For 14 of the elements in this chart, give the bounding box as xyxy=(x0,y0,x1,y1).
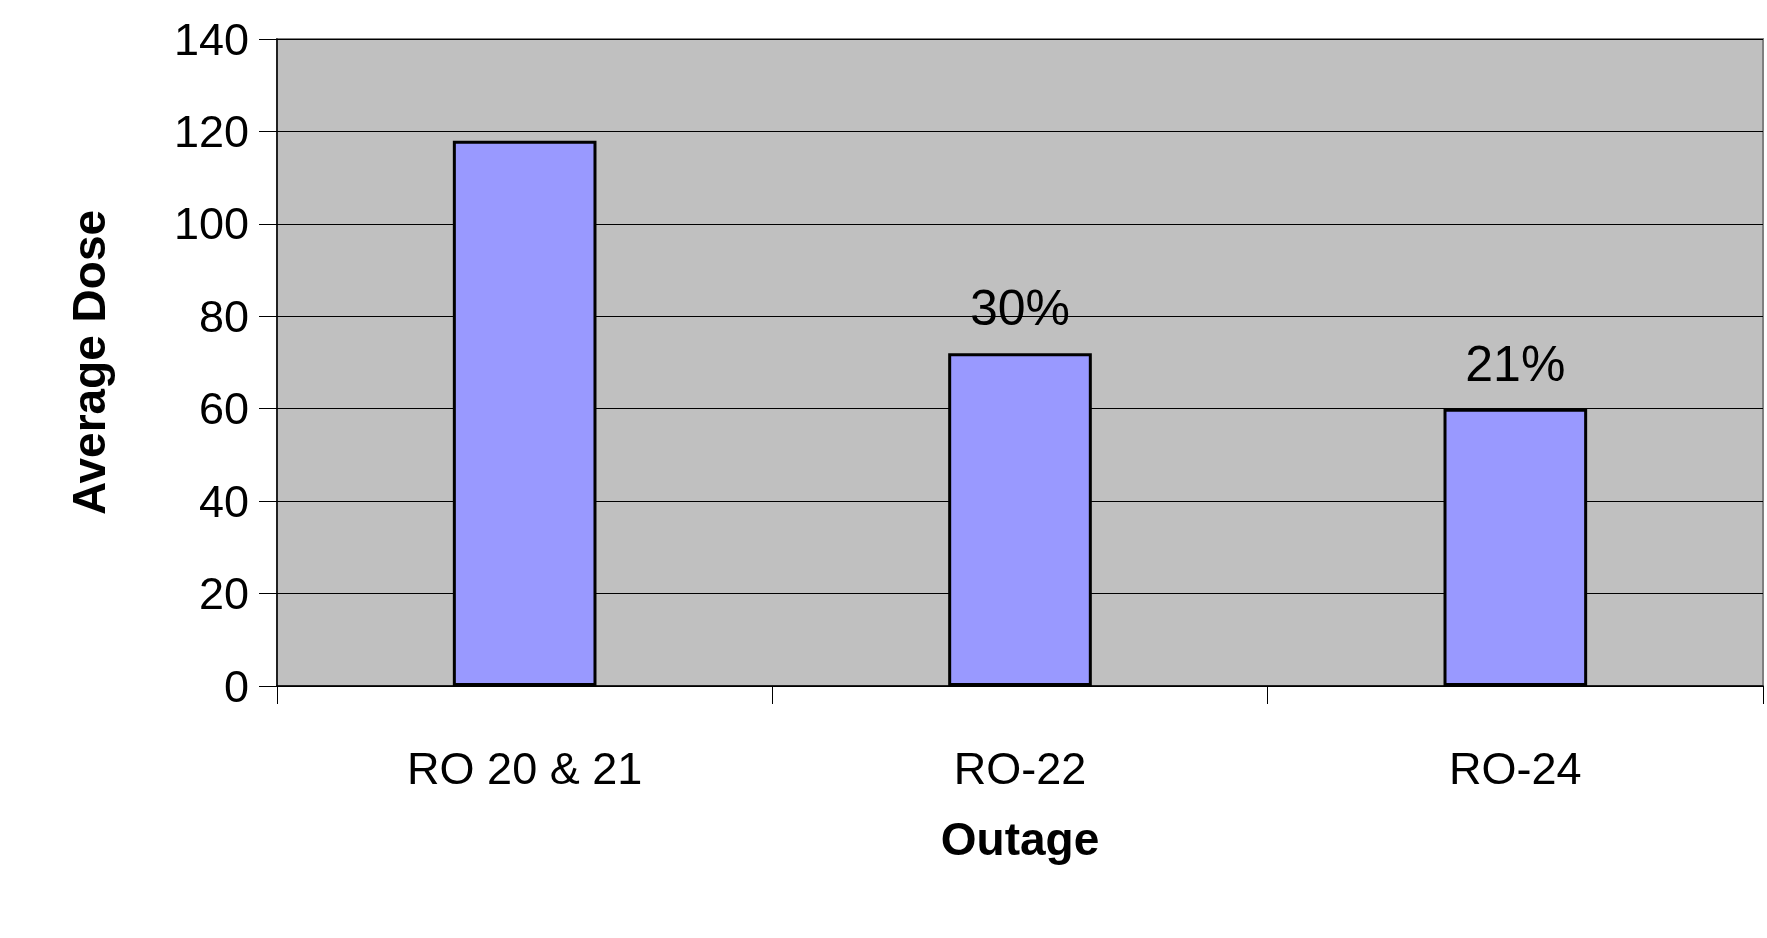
x-tick-label: RO-22 xyxy=(953,743,1087,794)
y-tick-label: 20 xyxy=(198,568,249,620)
y-tick-label: 0 xyxy=(223,660,249,712)
x-axis-title: Outage xyxy=(940,813,1100,865)
y-tick-label: 100 xyxy=(173,198,249,250)
y-tick-label: 60 xyxy=(198,383,249,435)
y-tick-label: 120 xyxy=(173,105,249,157)
x-tick-label: RO-24 xyxy=(1449,743,1582,794)
y-tick-label: 80 xyxy=(198,290,249,342)
y-tick-label: 140 xyxy=(173,13,249,65)
annotation: 21% xyxy=(1465,335,1566,392)
y-axis-title: Average Dose xyxy=(63,209,115,516)
x-tick-label: RO 20 & 21 xyxy=(407,743,643,794)
y-tick-label: 40 xyxy=(198,475,249,527)
